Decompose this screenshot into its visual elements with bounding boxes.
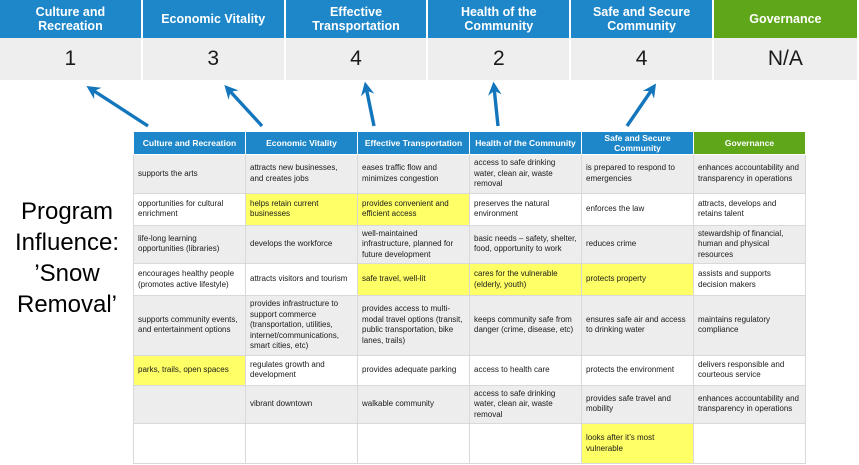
scorecard-value-economic-vitality: 3 xyxy=(142,38,286,80)
matrix-cell: reduces crime xyxy=(581,224,694,264)
matrix-header-safe-and-secure-community[interactable]: Safe and Secure Community xyxy=(581,131,694,155)
program-influence-caption: Program Influence: ’Snow Removal’ xyxy=(4,196,130,320)
caption-line-2: Influence: xyxy=(14,229,120,256)
matrix-cell: access to health care xyxy=(469,354,582,386)
matrix-cell: encourages healthy people (promotes acti… xyxy=(133,263,246,296)
matrix-row: vibrant downtown walkable community access… xyxy=(133,384,806,424)
scorecard-value-health-of-the-community: 2 xyxy=(428,38,572,80)
matrix-cell: basic needs – safety, shelter, food, opp… xyxy=(469,224,582,264)
matrix-cell: vibrant downtown xyxy=(245,384,358,424)
matrix-cell-empty xyxy=(133,384,246,424)
matrix-cell: supports community events, and entertain… xyxy=(133,295,246,356)
matrix-cell: enforces the law xyxy=(581,192,694,226)
matrix-cell: provides safe travel and mobility xyxy=(581,384,694,424)
matrix-cell-empty xyxy=(357,423,470,464)
matrix-header-effective-transportation[interactable]: Effective Transportation xyxy=(357,131,470,155)
matrix-cell: regulates growth and development xyxy=(245,354,358,386)
matrix-cell: develops the workforce xyxy=(245,224,358,264)
matrix-cell: delivers responsible and courteous servi… xyxy=(693,354,806,386)
matrix-row: life-long learning opportunities (librar… xyxy=(133,224,806,264)
matrix-cell: provides infrastructure to support comme… xyxy=(245,295,358,356)
matrix-header-economic-vitality[interactable]: Economic Vitality xyxy=(245,131,358,155)
matrix-row: opportunities for cultural enrichment hel… xyxy=(133,192,806,226)
arrow-to-effective-transportation xyxy=(360,81,376,127)
matrix-cell-empty xyxy=(693,423,806,464)
arrow-layer xyxy=(86,81,657,128)
matrix-row: supports community events, and entertain… xyxy=(133,295,806,356)
matrix-cell: helps retain current businesses xyxy=(245,192,358,226)
matrix-cell: enhances accountability and transparency… xyxy=(693,384,806,424)
matrix-cell-empty xyxy=(245,423,358,464)
matrix-body: supports the arts attracts new businesses… xyxy=(133,154,806,464)
matrix-cell: keeps community safe from danger (crime,… xyxy=(469,295,582,356)
matrix-header-health-of-the-community[interactable]: Health of the Community xyxy=(469,131,582,155)
matrix-cell: access to safe drinking water, clean air… xyxy=(469,154,582,194)
matrix-cell: attracts visitors and tourism xyxy=(245,263,358,296)
caption-line-4: Removal’ xyxy=(16,291,118,318)
matrix-cell: maintains regulatory compliance xyxy=(693,295,806,356)
scorecard-header-effective-transportation[interactable]: Effective Transportation xyxy=(285,0,429,38)
matrix-cell: access to safe drinking water, clean air… xyxy=(469,384,582,424)
scorecard-strip: Culture and Recreation Economic Vitality… xyxy=(0,0,859,80)
matrix-cell: walkable community xyxy=(357,384,470,424)
matrix-row: supports the arts attracts new businesses… xyxy=(133,154,806,194)
influence-matrix-table: Culture and Recreation Economic Vitality… xyxy=(133,131,806,464)
matrix-cell: protects the environment xyxy=(581,354,694,386)
arrow-to-health-of-the-community xyxy=(488,81,502,127)
matrix-cell: life-long learning opportunities (librar… xyxy=(133,224,246,264)
scorecard-value-governance: N/A xyxy=(713,38,857,80)
matrix-cell: well-maintained infrastructure, planned … xyxy=(357,224,470,264)
matrix-cell: is prepared to respond to emergencies xyxy=(581,154,694,194)
matrix-cell: supports the arts xyxy=(133,154,246,194)
scorecard-value-culture-and-recreation: 1 xyxy=(0,38,143,80)
matrix-cell-empty xyxy=(133,423,246,464)
scorecard-value-effective-transportation: 4 xyxy=(285,38,429,80)
scorecard-header-culture-and-recreation[interactable]: Culture and Recreation xyxy=(0,0,143,38)
matrix-cell: provides access to multi-modal travel op… xyxy=(357,295,470,356)
matrix-cell: assists and supports decision makers xyxy=(693,263,806,296)
scorecard-header-health-of-the-community[interactable]: Health of the Community xyxy=(428,0,572,38)
arrow-to-safe-and-secure-community xyxy=(625,83,657,127)
matrix-cell: opportunities for cultural enrichment xyxy=(133,192,246,226)
matrix-header-governance[interactable]: Governance xyxy=(693,131,806,155)
matrix-header-culture-and-recreation[interactable]: Culture and Recreation xyxy=(133,131,246,155)
matrix-cell: looks after it’s most vulnerable xyxy=(581,423,694,464)
matrix-header-row: Culture and Recreation Economic Vitality… xyxy=(133,131,806,155)
matrix-cell: attracts new businesses, and creates job… xyxy=(245,154,358,194)
arrow-to-economic-vitality xyxy=(224,84,264,128)
matrix-cell: parks, trails, open spaces xyxy=(133,354,246,386)
scorecard-header-row: Culture and Recreation Economic Vitality… xyxy=(0,0,859,38)
scorecard-value-row: 1 3 4 2 4 N/A xyxy=(0,38,859,80)
matrix-row: looks after it’s most vulnerable xyxy=(133,423,806,464)
matrix-cell-empty xyxy=(469,423,582,464)
matrix-cell: cares for the vulnerable (elderly, youth… xyxy=(469,263,582,296)
matrix-cell: provides adequate parking xyxy=(357,354,470,386)
scorecard-header-economic-vitality[interactable]: Economic Vitality xyxy=(142,0,286,38)
arrow-to-culture-and-recreation xyxy=(86,86,149,128)
caption-line-3: ’Snow xyxy=(34,260,100,287)
matrix-row: parks, trails, open spaces regulates grow… xyxy=(133,354,806,386)
matrix-cell: ensures safe air and access to drinking … xyxy=(581,295,694,356)
matrix-cell: enhances accountability and transparency… xyxy=(693,154,806,194)
matrix-cell: attracts, develops and retains talent xyxy=(693,192,806,226)
scorecard-value-safe-and-secure-community: 4 xyxy=(571,38,714,80)
matrix-cell: provides convenient and efficient access xyxy=(357,192,470,226)
scorecard-header-safe-and-secure-community[interactable]: Safe and Secure Community xyxy=(571,0,714,38)
scorecard-header-governance[interactable]: Governance xyxy=(713,0,857,38)
matrix-cell: eases traffic flow and minimizes congest… xyxy=(357,154,470,194)
matrix-cell: preserves the natural environment xyxy=(469,192,582,226)
caption-line-1: Program xyxy=(20,198,114,225)
matrix-cell: safe travel, well-lit xyxy=(357,263,470,296)
matrix-cell: stewardship of financial, human and phys… xyxy=(693,224,806,264)
matrix-cell: protects property xyxy=(581,263,694,296)
matrix-row: encourages healthy people (promotes acti… xyxy=(133,263,806,296)
